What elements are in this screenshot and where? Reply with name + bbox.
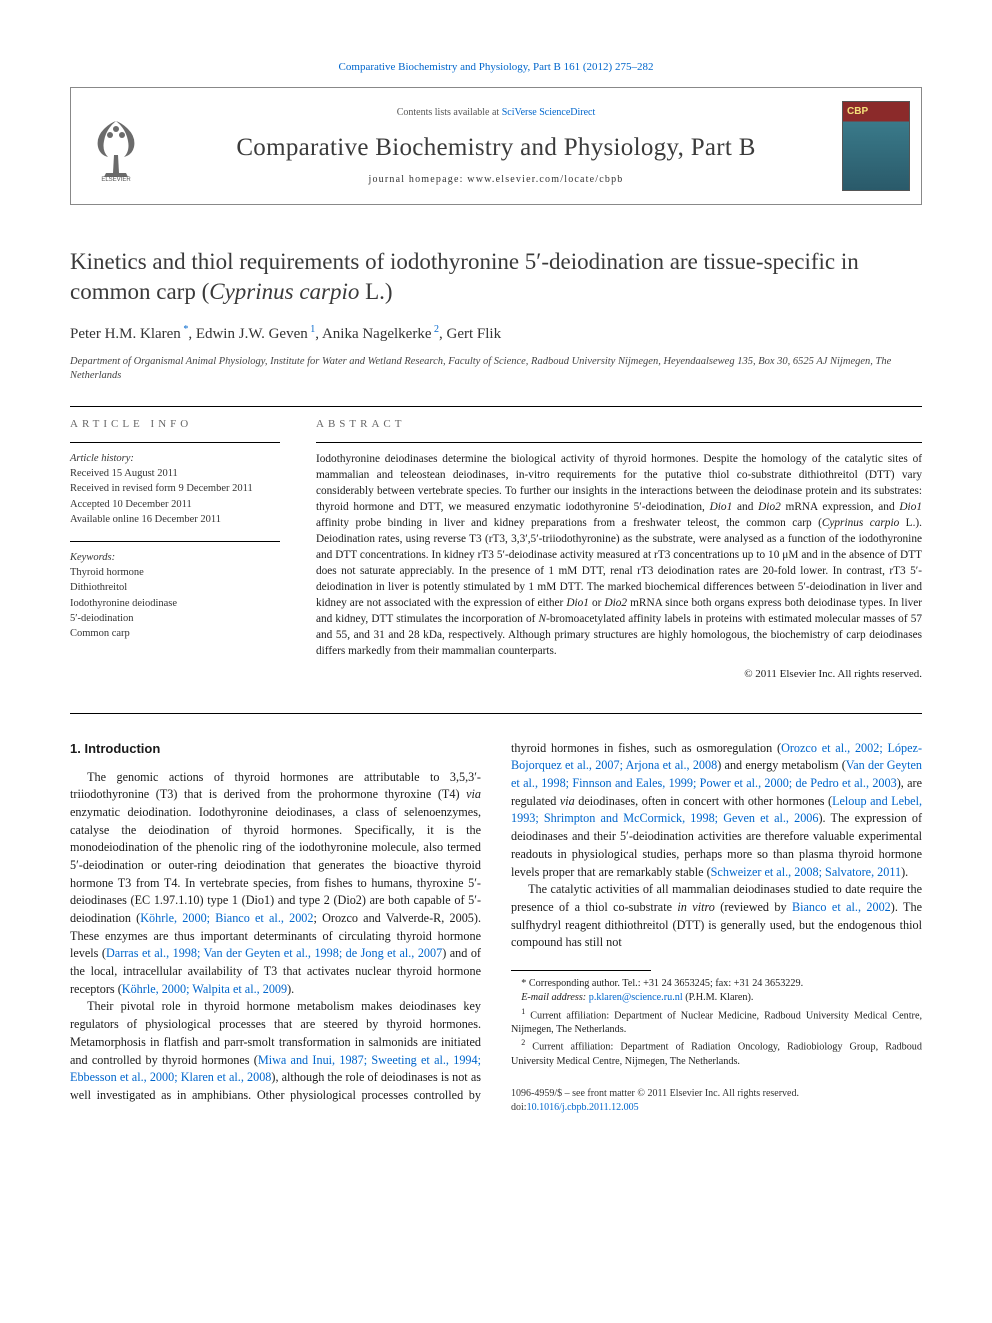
author-1: Edwin J.W. Geven: [196, 326, 308, 342]
citation-link[interactable]: Schweizer et al., 2008; Salvatore, 2011: [711, 865, 901, 879]
author-0: Peter H.M. Klaren: [70, 326, 181, 342]
elsevier-tree-icon: ELSEVIER: [86, 111, 146, 181]
author-3: Gert Flik: [446, 326, 501, 342]
citation-link[interactable]: Darras et al., 1998; Van der Geyten et a…: [106, 946, 442, 960]
fn-2: 2 Current affiliation: Department of Rad…: [511, 1037, 922, 1069]
sciencedirect-link[interactable]: SciVerse ScienceDirect: [502, 107, 596, 118]
fn-1-mark: 1: [521, 1007, 525, 1016]
author-2-mark[interactable]: 2: [431, 324, 439, 335]
header-citation: Comparative Biochemistry and Physiology,…: [70, 60, 922, 75]
history-label: Article history:: [70, 453, 134, 464]
footnotes-rule: [511, 970, 651, 971]
kw-2: Iodothyronine deiodinase: [70, 598, 177, 609]
journal-cover-box: [831, 88, 921, 204]
journal-cover-icon: [842, 101, 910, 191]
article-title-main: Kinetics and thiol requirements of iodot…: [70, 249, 859, 304]
fn-email-label: E-mail address:: [521, 992, 589, 1003]
keywords-block: Keywords: Thyroid hormone Dithiothreitol…: [70, 550, 280, 641]
rule-below-abstract: [70, 713, 922, 714]
citation-link[interactable]: Köhrle, 2000; Walpita et al., 2009: [122, 982, 287, 996]
author-list: Peter H.M. Klaren *, Edwin J.W. Geven 1,…: [70, 323, 922, 345]
doi-link[interactable]: 10.1016/j.cbpb.2011.12.005: [527, 1102, 639, 1113]
abstract-rule: [316, 442, 922, 443]
kw-4: Common carp: [70, 628, 130, 639]
fn-email-link[interactable]: p.klaren@science.ru.nl: [589, 992, 683, 1003]
kw-1: Dithiothreitol: [70, 582, 127, 593]
info-rule-2: [70, 541, 280, 542]
issn-line: 1096-4959/$ – see front matter © 2011 El…: [511, 1087, 922, 1101]
history-3: Available online 16 December 2011: [70, 514, 221, 525]
author-2: Anika Nagelkerke: [322, 326, 432, 342]
footnotes: * Corresponding author. Tel.: +31 24 365…: [511, 977, 922, 1069]
body-p0: The genomic actions of thyroid hormones …: [70, 769, 481, 999]
header-citation-link[interactable]: Comparative Biochemistry and Physiology,…: [339, 61, 654, 73]
author-0-mark[interactable]: *: [181, 324, 189, 335]
article-title-suffix: L.): [359, 279, 392, 304]
kw-3: 5′-deiodination: [70, 613, 134, 624]
bottom-meta: 1096-4959/$ – see front matter © 2011 El…: [511, 1087, 922, 1115]
fn-2-text: Current affiliation: Department of Radia…: [511, 1042, 922, 1067]
info-rule-1: [70, 442, 280, 443]
citation-link[interactable]: Miwa and Inui, 1987; Sweeting et al., 19…: [70, 1053, 481, 1085]
journal-homepage: journal homepage: www.elsevier.com/locat…: [171, 173, 821, 187]
article-info-label: ARTICLE INFO: [70, 417, 280, 432]
abstract-label: ABSTRACT: [316, 417, 922, 432]
journal-name: Comparative Biochemistry and Physiology,…: [171, 130, 821, 165]
publisher-logo-box: ELSEVIER: [71, 88, 161, 204]
rule-above-info: [70, 406, 922, 407]
abstract-copyright: © 2011 Elsevier Inc. All rights reserved…: [316, 667, 922, 682]
citation-link[interactable]: Bianco et al., 2002: [792, 900, 891, 914]
citation-link[interactable]: Bianco et al., 2002: [215, 911, 313, 925]
history-1: Received in revised form 9 December 2011: [70, 483, 253, 494]
fn-email: E-mail address: p.klaren@science.ru.nl (…: [511, 991, 922, 1005]
article-title-species: Cyprinus carpio: [209, 279, 359, 304]
article-title: Kinetics and thiol requirements of iodot…: [70, 247, 922, 307]
abstract-text: Iodothyronine deiodinases determine the …: [316, 451, 922, 659]
citation-link[interactable]: Köhrle, 2000;: [140, 911, 215, 925]
fn-corresponding: * Corresponding author. Tel.: +31 24 365…: [511, 977, 922, 991]
doi-line: doi:10.1016/j.cbpb.2011.12.005: [511, 1101, 922, 1115]
article-body: 1. Introduction The genomic actions of t…: [70, 740, 922, 1116]
body-p2: The catalytic activities of all mammalia…: [511, 881, 922, 952]
history-2: Accepted 10 December 2011: [70, 499, 192, 510]
masthead: ELSEVIER Contents lists available at Sci…: [70, 87, 922, 205]
keywords-label: Keywords:: [70, 552, 115, 563]
svg-text:ELSEVIER: ELSEVIER: [101, 177, 131, 181]
history-0: Received 15 August 2011: [70, 468, 178, 479]
fn-1: 1 Current affiliation: Department of Nuc…: [511, 1006, 922, 1038]
section-heading-1: 1. Introduction: [70, 740, 481, 759]
contents-prefix: Contents lists available at: [397, 107, 502, 118]
kw-0: Thyroid hormone: [70, 567, 144, 578]
article-history: Article history: Received 15 August 2011…: [70, 451, 280, 527]
fn-email-suffix: (P.H.M. Klaren).: [683, 992, 754, 1003]
contents-line: Contents lists available at SciVerse Sci…: [171, 106, 821, 120]
author-1-mark[interactable]: 1: [308, 324, 316, 335]
affiliation: Department of Organismal Animal Physiolo…: [70, 355, 922, 383]
doi-label: doi:: [511, 1102, 527, 1113]
fn-2-mark: 2: [521, 1038, 525, 1047]
fn-1-text: Current affiliation: Department of Nucle…: [511, 1010, 922, 1035]
